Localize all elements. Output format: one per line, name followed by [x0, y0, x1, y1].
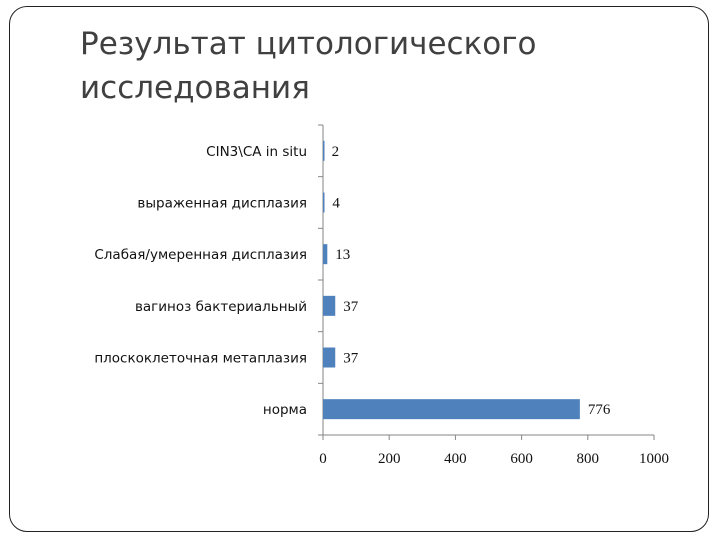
data-label: 13 [335, 247, 350, 263]
x-tick-label: 800 [577, 451, 600, 467]
category-label: норма [263, 402, 307, 418]
chart-bars [323, 140, 580, 420]
x-tick-label: 200 [378, 451, 401, 467]
category-label: вагиноз бактериальный [135, 299, 307, 315]
data-label: 4 [332, 196, 340, 212]
chart-axes [318, 124, 655, 440]
slide-frame [9, 6, 709, 532]
chart-labels: 0 200 400 600 800 1000 CIN3\CA in situ 2 выражен… [94, 144, 669, 467]
bar [323, 192, 325, 213]
x-tick-label: 0 [319, 451, 327, 467]
data-label: 2 [332, 144, 340, 160]
bar [323, 347, 336, 368]
bar [323, 244, 328, 265]
data-label: 37 [343, 351, 359, 367]
x-tick-label: 600 [510, 451, 533, 467]
slide-title: Результат цитологического исследования [80, 26, 537, 106]
bar [323, 140, 325, 161]
x-tick-label: 1000 [639, 451, 669, 467]
data-label: 776 [588, 402, 611, 418]
category-label: Слабая/умеренная дисплазия [94, 247, 307, 263]
category-label: выраженная дисплазия [137, 196, 307, 212]
x-tick-label: 400 [444, 451, 467, 467]
bar [323, 295, 336, 316]
category-label: CIN3\CA in situ [206, 144, 307, 160]
data-label: 37 [343, 299, 359, 315]
category-label: плоскоклеточная метаплазия [94, 351, 307, 367]
bar [323, 399, 580, 420]
